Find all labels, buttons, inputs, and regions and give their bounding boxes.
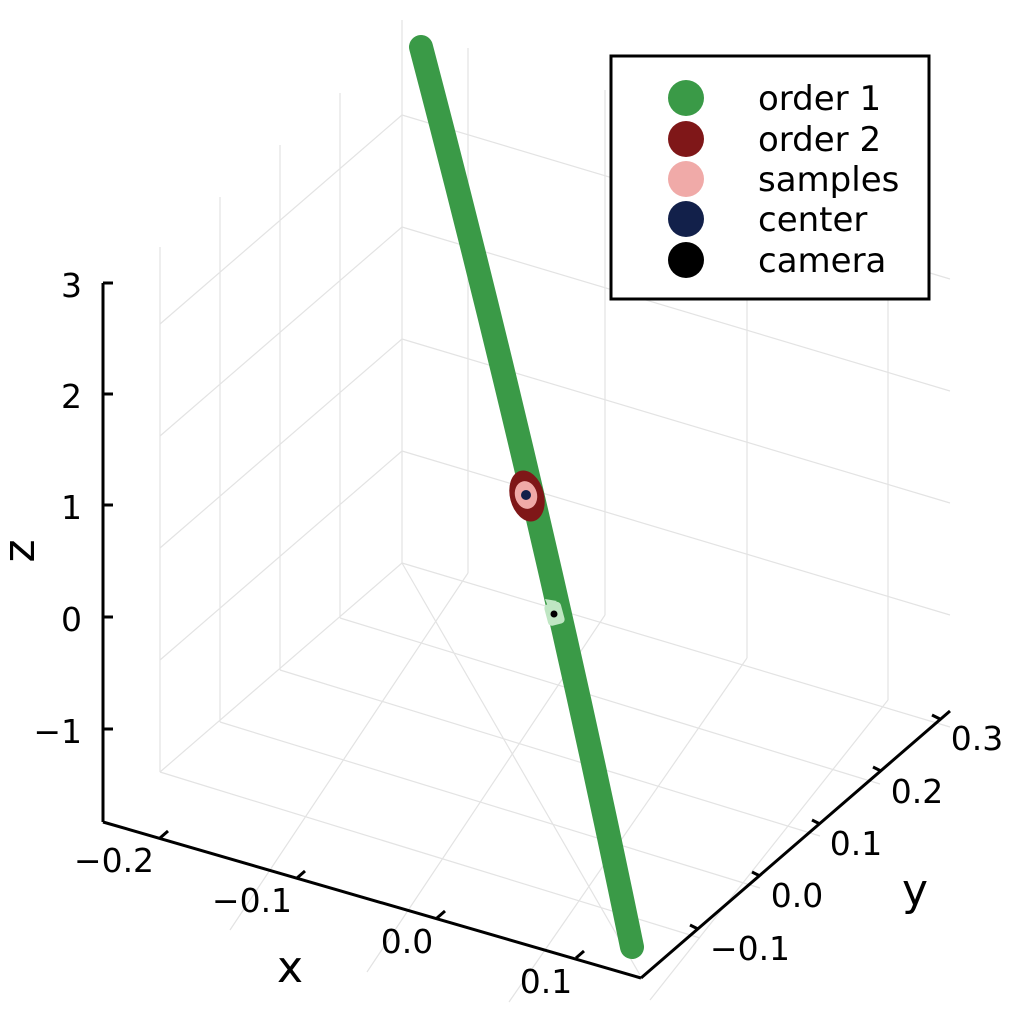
y-tick-label: 0.0: [771, 876, 823, 915]
y-axis-line: [640, 709, 951, 980]
z-tick-label: 0: [61, 600, 82, 639]
legend-label: order 2: [758, 120, 881, 160]
z-axis-label: z: [0, 539, 45, 562]
legend-label: order 1: [758, 79, 881, 119]
legend-marker-samples: [668, 161, 704, 197]
axes: [101, 283, 951, 980]
z-tick-label: 2: [61, 377, 82, 416]
z-tick-labels: 3 2 1 0 −1: [33, 266, 82, 751]
y-tick-label: 0.2: [891, 772, 943, 811]
legend-label: center: [758, 200, 867, 240]
y-tick-labels: −0.1 0.0 0.1 0.2 0.3: [710, 719, 1003, 968]
legend-marker-camera: [668, 242, 704, 278]
y-axis-label: y: [902, 865, 928, 916]
series-center: [521, 490, 531, 500]
legend-marker-order-1: [668, 80, 704, 116]
z-tick-label: 3: [61, 266, 82, 305]
legend: order 1 order 2 samples center camera: [609, 54, 931, 301]
y-tick-label: 0.1: [830, 824, 882, 863]
tick-marks: [103, 281, 941, 960]
legend-marker-order-2: [668, 121, 704, 157]
series-camera: [544, 599, 565, 626]
x-tick-label: 0.1: [520, 962, 572, 1001]
x-axis-line: [102, 820, 642, 980]
grid-lines: [159, 20, 951, 1003]
x-tick-label: −0.1: [212, 881, 292, 920]
x-tick-labels: −0.2 −0.1 0.0 0.1: [74, 841, 572, 1001]
x-tick-label: 0.0: [381, 922, 433, 961]
z-tick-label: 1: [61, 488, 82, 527]
legend-marker-center: [668, 201, 704, 237]
data-layer: [409, 35, 644, 959]
x-tick-label: −0.2: [74, 841, 154, 880]
y-tick-label: −0.1: [710, 929, 790, 968]
legend-label: samples: [758, 160, 899, 200]
x-axis-label: x: [277, 942, 303, 993]
y-tick-label: 0.3: [951, 719, 1003, 758]
legend-label: camera: [758, 241, 886, 281]
z-tick-label: −1: [33, 712, 82, 751]
